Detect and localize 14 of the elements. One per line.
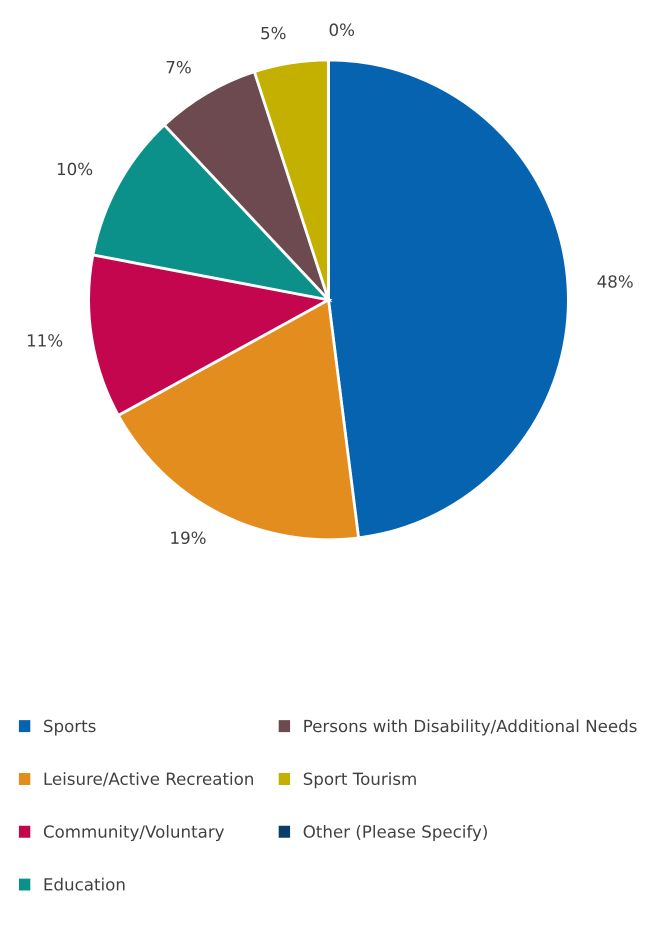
- legend-label: Leisure/Active Recreation: [44, 772, 253, 786]
- data-label: 48%: [597, 275, 633, 288]
- data-label: 19%: [171, 531, 206, 544]
- legend-label: Education: [44, 878, 124, 891]
- text: 0%: [330, 23, 354, 36]
- legend-label: Other (Please Specify): [304, 824, 487, 842]
- data-label: 10%: [58, 162, 92, 176]
- data-label: 5%: [261, 26, 286, 40]
- data-label: 11%: [28, 334, 62, 347]
- legend-label: Community/Voluntary: [44, 824, 224, 842]
- data-label: 7%: [166, 60, 191, 74]
- legend-label: Sports: [44, 720, 96, 736]
- legend-label: Sport Tourism: [304, 772, 416, 788]
- legend-label: Persons with Disability/Additional Needs: [304, 719, 637, 736]
